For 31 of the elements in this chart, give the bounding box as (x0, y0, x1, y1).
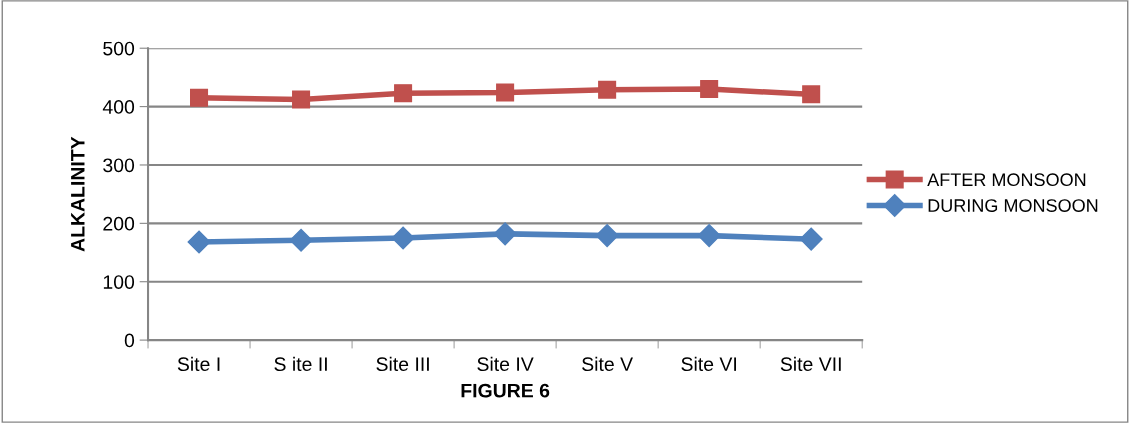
x-tick-label: Site I (177, 356, 220, 372)
point (394, 84, 413, 103)
x-tick-label: Site III (376, 356, 429, 372)
y-tick-label: 200 (103, 216, 135, 231)
x-tick-label: Site VI (681, 356, 736, 372)
point (187, 230, 211, 254)
point (292, 90, 311, 109)
point (493, 222, 517, 246)
y-tick-label: 400 (102, 100, 135, 114)
point (802, 85, 821, 104)
y-tick-label: 100 (103, 275, 135, 289)
x-axis-title: FIGURE 6 (461, 383, 550, 398)
y-tick-label: 0 (124, 333, 135, 348)
point (799, 227, 823, 251)
point (598, 80, 617, 99)
point (289, 228, 313, 252)
y-tick-label: 500 (103, 41, 135, 56)
point (595, 224, 619, 248)
point (496, 83, 515, 102)
x-tick-label: S ite II (274, 356, 327, 372)
x-tick-label: Site IV (477, 356, 534, 372)
x-tick-label: Site VII (780, 356, 841, 372)
point (190, 88, 209, 107)
legend-label: AFTER MONSOON (927, 173, 1086, 187)
point (697, 224, 721, 248)
point (391, 226, 415, 250)
x-tick-label: Site V (582, 356, 633, 372)
legend-label: DURING MONSOON (928, 199, 1098, 212)
y-axis-title: ALKALINITY (71, 136, 85, 252)
point (700, 80, 719, 99)
y-tick-label: 300 (103, 158, 135, 173)
